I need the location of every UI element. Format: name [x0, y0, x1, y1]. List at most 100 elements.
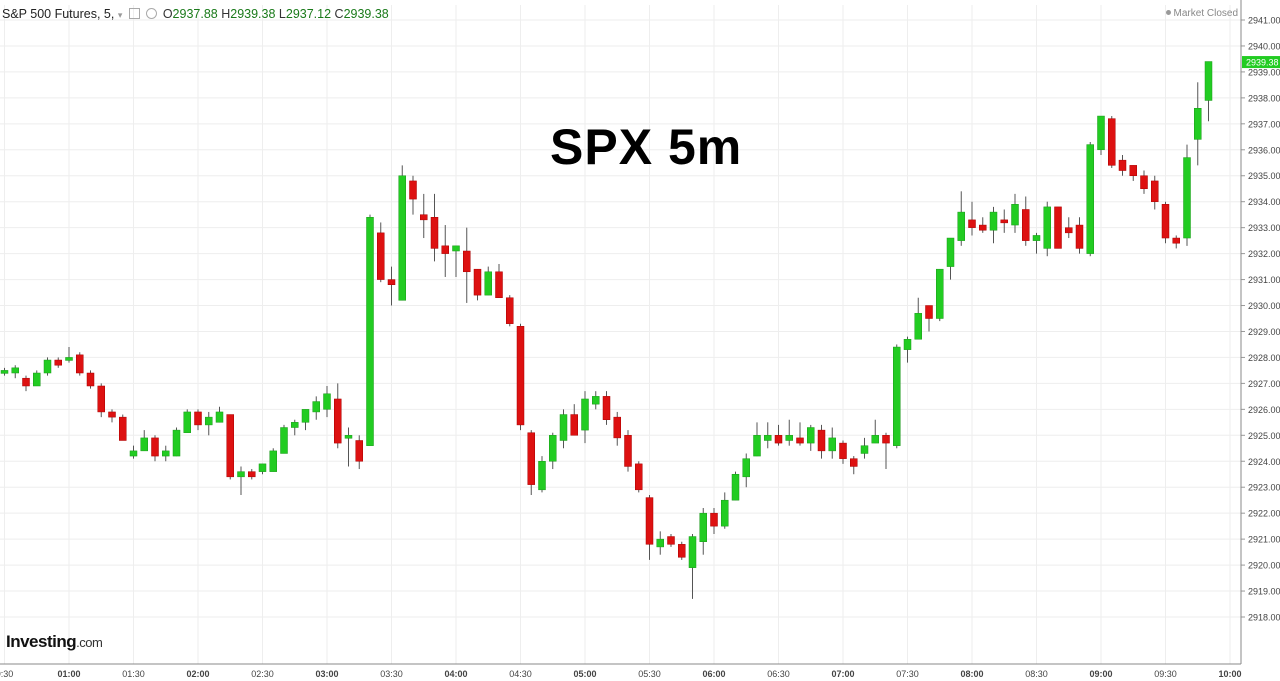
candle-up: [721, 499, 729, 527]
candle-up: [398, 175, 406, 301]
candle-down: [495, 271, 503, 298]
candle-down: [624, 435, 632, 467]
last-price-label: 2939.38: [1246, 58, 1279, 68]
candle-up: [871, 435, 879, 444]
candle-down: [430, 217, 439, 249]
candle-up: [162, 450, 170, 457]
candle-down: [248, 471, 256, 478]
candle-down: [97, 385, 105, 413]
y-tick-label: 2938.00: [1248, 93, 1280, 103]
candle-up: [65, 357, 73, 361]
y-tick-label: 2924.00: [1248, 457, 1280, 467]
candle-down: [377, 232, 385, 280]
x-tick-label: 02:00: [186, 669, 209, 679]
y-tick-label: 2936.00: [1248, 145, 1280, 155]
settings-icon[interactable]: [128, 8, 140, 19]
high-value: 2939.38: [230, 7, 276, 21]
candle-up: [1183, 157, 1191, 239]
last-price-marker: [1242, 56, 1280, 69]
candle-down: [968, 219, 976, 228]
y-tick-label: 2923.00: [1248, 483, 1280, 493]
y-tick-label: 2930.00: [1248, 301, 1280, 311]
open-value: 2937.88: [172, 7, 218, 21]
candle-down: [1075, 224, 1084, 249]
candle-down: [441, 245, 449, 254]
status-dot-icon: [1165, 10, 1171, 15]
candle-up: [688, 536, 697, 568]
logo-name: Investing: [6, 632, 77, 651]
candle-up: [1086, 144, 1094, 254]
y-tick-label: 2921.00: [1248, 535, 1280, 545]
x-tick-label: 08:00: [960, 669, 983, 679]
candle-down: [570, 414, 578, 436]
x-tick-label: 09:00: [1089, 669, 1112, 679]
candle-up: [452, 245, 460, 252]
candle-up: [312, 401, 320, 413]
investing-logo: Investing.com: [6, 632, 103, 652]
candle-down: [1000, 219, 1008, 224]
x-tick-label: 04:30: [509, 669, 532, 679]
market-status-text: Market Closed: [1173, 8, 1238, 19]
candle-up: [0, 370, 9, 374]
candle-down: [151, 437, 159, 457]
candle-down: [194, 411, 202, 426]
candle-down: [979, 224, 987, 231]
candle-down: [1172, 237, 1180, 244]
y-tick-label: 2932.00: [1248, 249, 1280, 259]
candle-up: [237, 471, 245, 478]
candle-down: [409, 180, 417, 200]
candle-down: [1065, 227, 1073, 234]
candle-down: [76, 354, 84, 374]
candle-down: [334, 398, 342, 444]
candle-up: [323, 393, 331, 410]
candle-up: [1194, 108, 1202, 140]
candle-up: [699, 512, 707, 542]
candle-down: [516, 326, 525, 426]
candle-up: [592, 396, 600, 405]
candle-up: [656, 538, 664, 548]
dropdown-icon[interactable]: ▾: [117, 10, 123, 20]
y-tick-label: 2920.00: [1248, 561, 1280, 571]
candle-up: [785, 435, 793, 441]
candle-up: [559, 414, 568, 441]
candle-up: [1011, 204, 1019, 226]
candle-down: [678, 544, 686, 558]
candle-up: [140, 437, 148, 452]
candle-up: [1032, 235, 1041, 241]
candle-down: [1118, 159, 1127, 171]
y-tick-label: 2928.00: [1248, 353, 1280, 363]
candle-down: [774, 435, 783, 444]
y-tick-label: 2934.00: [1248, 197, 1280, 207]
candle-down: [473, 268, 482, 296]
hide-icon[interactable]: [146, 8, 158, 19]
candle-up: [549, 435, 557, 462]
candle-down: [817, 429, 826, 452]
candle-up: [731, 473, 740, 501]
candle-up: [989, 211, 998, 231]
y-tick-label: 2939.00: [1248, 67, 1280, 77]
candle-up: [957, 211, 965, 241]
candle-up: [344, 435, 353, 439]
candle-up: [807, 427, 815, 444]
x-tick-label: 10:00: [1218, 669, 1241, 679]
candle-up: [366, 217, 374, 446]
candle-up: [11, 367, 19, 374]
low-value: 2937.12: [285, 7, 332, 21]
x-tick-label: 09:30: [1154, 669, 1177, 679]
candle-up: [205, 416, 213, 426]
candle-down: [226, 414, 234, 478]
x-tick-label: 03:00: [315, 669, 338, 679]
candle-down: [635, 463, 643, 491]
close-label: C: [334, 7, 344, 21]
chart-header: S&P 500 Futures, 5, ▾ O2937.88 H2939.38 …: [2, 7, 389, 21]
candle-down: [86, 372, 95, 387]
symbol-label[interactable]: S&P 500 Futures, 5,: [2, 7, 115, 21]
candle-down: [506, 297, 514, 324]
candle-up: [258, 463, 267, 472]
candle-down: [882, 435, 890, 444]
candle-down: [1140, 175, 1148, 189]
candle-up: [215, 411, 224, 423]
candle-up: [893, 346, 901, 446]
candle-up: [828, 437, 836, 452]
